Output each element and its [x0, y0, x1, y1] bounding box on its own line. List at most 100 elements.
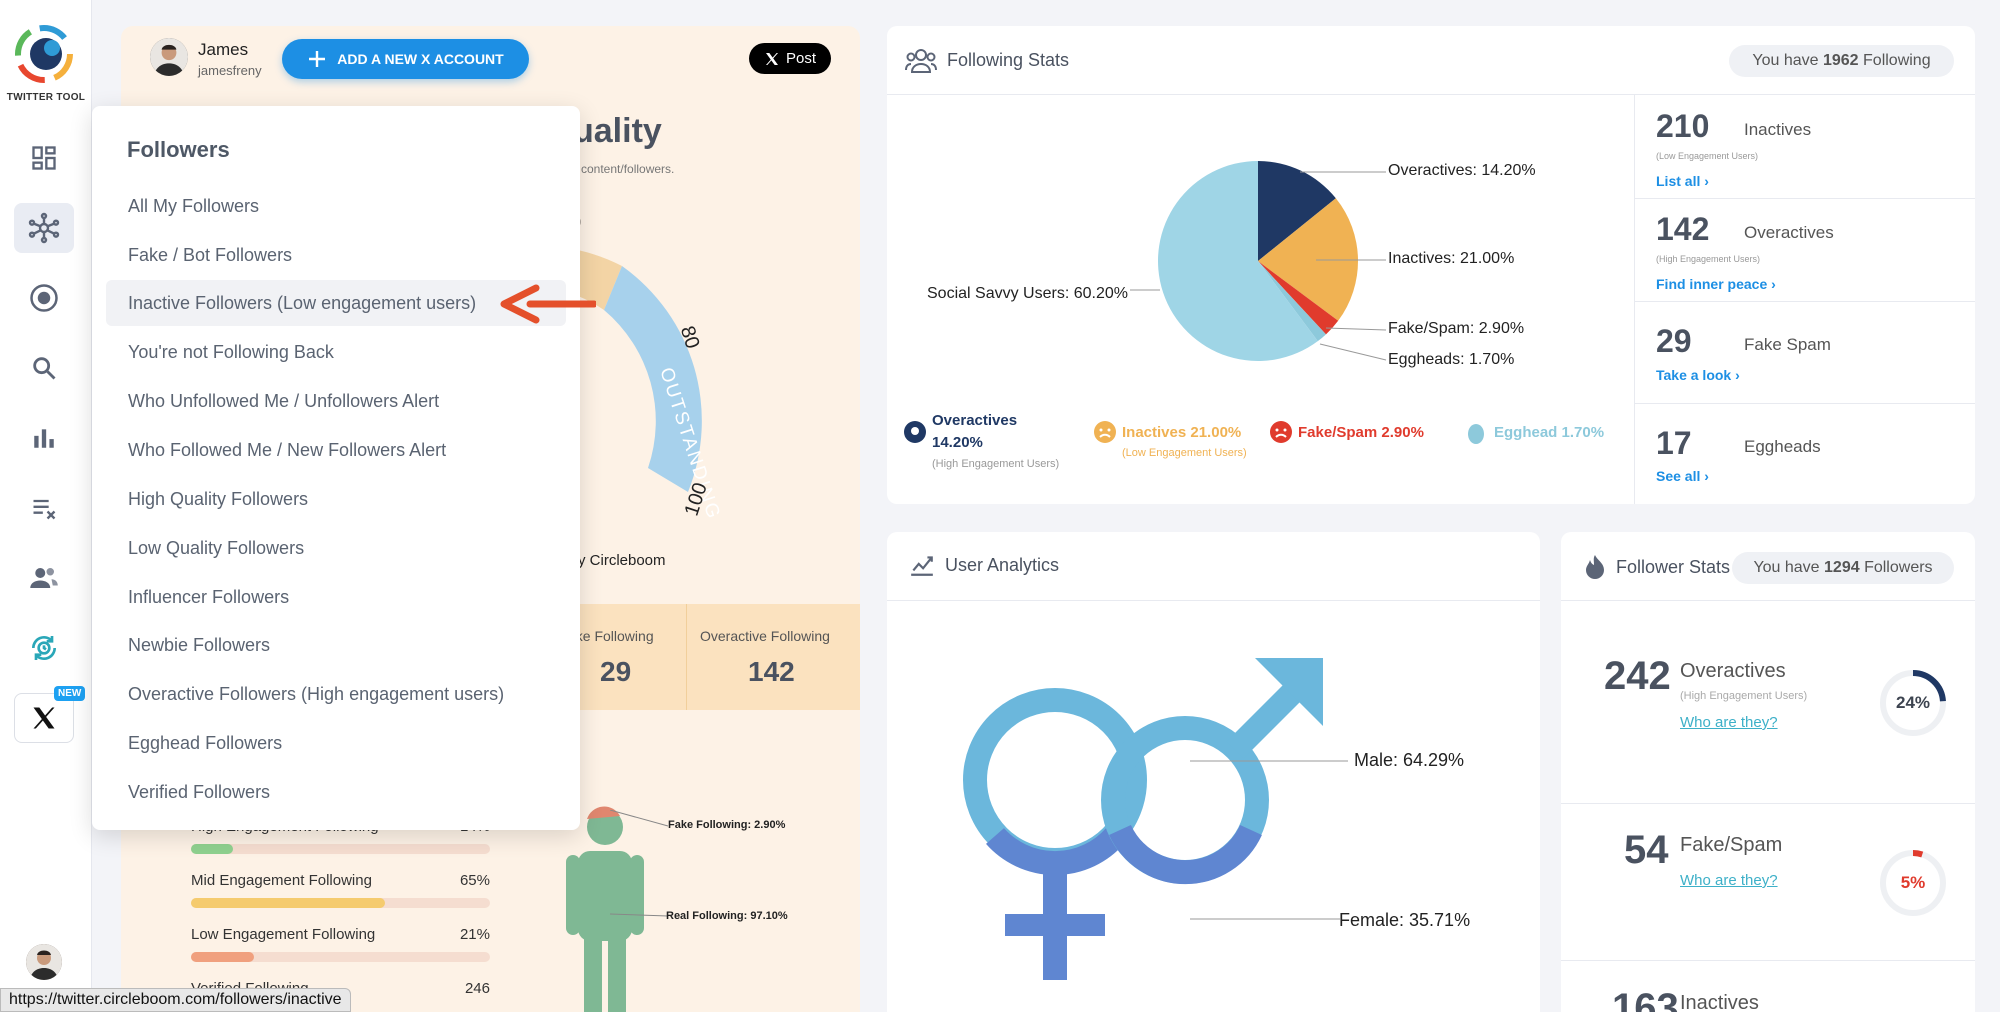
legend-egghead: Egghead 1.70%: [1494, 424, 1605, 441]
inactives-sub: (Low Engagement Users): [1656, 151, 1759, 161]
summary-divider: [686, 604, 687, 710]
profile-avatar[interactable]: [26, 944, 62, 980]
menu-item-fake-bot[interactable]: Fake / Bot Followers: [128, 244, 293, 265]
circleboom-logo[interactable]: [14, 24, 74, 84]
legend-inactives: Inactives 21.00%: [1122, 424, 1242, 441]
bar-chart-icon[interactable]: [14, 413, 74, 463]
engagement-label-low: Low Engagement Following: [191, 926, 376, 943]
side-divider: [1635, 198, 1975, 199]
fake-ring: [1880, 850, 1946, 916]
angry-face-icon: [1270, 421, 1292, 443]
find-inner-peace-link[interactable]: Find inner peace ›: [1656, 276, 1776, 292]
pie-label-eggheads: Eggheads: 1.70%: [1388, 351, 1515, 368]
add-account-button[interactable]: ADD A NEW X ACCOUNT: [282, 39, 529, 79]
users-icon[interactable]: [14, 553, 74, 603]
pointer-arrow-icon: [500, 284, 596, 324]
menu-item-influencer[interactable]: Influencer Followers: [128, 586, 290, 607]
followers-dropdown-menu: [92, 106, 580, 830]
who-are-they-fake-link[interactable]: Who are they?: [1680, 872, 1778, 889]
fake-following-value: 29: [600, 656, 632, 687]
follower-count-pill: You have 1294 Followers: [1732, 552, 1954, 584]
x-post-label: Post: [785, 50, 816, 67]
menu-item-high-quality[interactable]: High Quality Followers: [128, 488, 309, 509]
quality-gauge: OUTSTANDING: [578, 250, 720, 523]
engagement-bar-mid: [191, 898, 490, 908]
inactives-label: Inactives: [1744, 120, 1812, 139]
menu-item-verified[interactable]: Verified Followers: [128, 781, 271, 802]
line-chart-icon: [911, 556, 933, 576]
engagement-value-verified: 246: [464, 980, 490, 997]
see-all-link[interactable]: See all ›: [1656, 468, 1709, 484]
following-pie-chart: [1158, 161, 1358, 361]
logo-text: TWITTER TOOL: [6, 92, 86, 103]
pie-slice-savvy: [1158, 161, 1318, 361]
legend-inactives-sub: (Low Engagement Users): [1122, 447, 1247, 459]
menu-item-all-followers[interactable]: All My Followers: [128, 195, 260, 216]
pill-prefix: You have: [1752, 52, 1819, 69]
following-count-pill: You have 1962 Following: [1729, 45, 1954, 77]
follower-fake-count: 54: [1624, 828, 1669, 872]
schedule-sync-icon[interactable]: [14, 623, 74, 673]
engagement-fill-high: [191, 844, 233, 854]
add-account-label: ADD A NEW X ACCOUNT: [337, 51, 504, 67]
legend-fake: Fake/Spam 2.90%: [1298, 424, 1424, 441]
following-stats-title: Following Stats: [947, 49, 1070, 70]
x-logo-icon[interactable]: [14, 693, 74, 743]
clear-list-icon[interactable]: [14, 483, 74, 533]
female-label: Female: 35.71%: [1339, 910, 1471, 930]
engagement-label-mid: Mid Engagement Following: [191, 872, 372, 889]
fake-following-callout: Fake Following: 2.90%: [668, 819, 786, 831]
pie-label-overactives: Overactives: 14.20%: [1388, 162, 1536, 179]
pill-count: 1294: [1824, 559, 1860, 576]
user-handle: jamesfreny: [198, 63, 262, 78]
sad-face-icon: [1094, 421, 1116, 443]
pill-suffix: Following: [1863, 52, 1931, 69]
engagement-fill-mid: [191, 898, 386, 908]
real-following-callout: Real Following: 97.10%: [666, 910, 788, 922]
engagement-bar-high: [191, 844, 490, 854]
follower-stats-title: Follower Stats: [1616, 556, 1731, 577]
inactives-list-all-link[interactable]: List all ›: [1656, 173, 1709, 189]
pie-label-inactives: Inactives: 21.00%: [1388, 250, 1515, 267]
legend-overactives-line2: 14.20%: [932, 434, 983, 451]
menu-item-unfollowers[interactable]: Who Unfollowed Me / Unfollowers Alert: [128, 390, 440, 411]
network-icon[interactable]: [14, 203, 74, 253]
card-divider: [1561, 803, 1975, 804]
follower-inactives-label: Inactives: [1680, 992, 1759, 1012]
quality-title: uality: [573, 112, 662, 150]
search-icon[interactable]: [14, 343, 74, 393]
user-analytics-title: User Analytics: [945, 554, 1060, 575]
flame-icon: [1586, 555, 1604, 579]
x-post-button[interactable]: Post: [749, 43, 831, 74]
sidebar: TWITTER TOOL NEW: [0, 0, 92, 1012]
engagement-fill-low: [191, 952, 254, 962]
user-name[interactable]: James: [198, 40, 249, 59]
card-divider: [1561, 960, 1975, 961]
menu-item-egghead[interactable]: Egghead Followers: [128, 732, 283, 753]
dashboard-icon[interactable]: [14, 133, 74, 183]
overactives-label: Overactives: [1744, 223, 1834, 242]
egg-icon: [1468, 424, 1484, 444]
target-icon[interactable]: [14, 273, 74, 323]
overactive-following-label: Overactive Following: [700, 628, 830, 644]
pie-label-savvy: Social Savvy Users: 60.20%: [927, 285, 1128, 302]
overactives-percent: 24%: [1895, 693, 1931, 712]
menu-item-overactive[interactable]: Overactive Followers (High engagement us…: [128, 683, 505, 704]
overactives-sub: (High Engagement Users): [1656, 254, 1761, 264]
pie-slice-inactives: [1258, 198, 1358, 321]
fake-spam-label: Fake Spam: [1744, 335, 1831, 354]
fake-following-label: ake Following: [568, 628, 654, 644]
pie-slice-eggheads: [1258, 261, 1326, 342]
menu-item-not-following-back[interactable]: You're not Following Back: [128, 341, 334, 362]
take-a-look-link[interactable]: Take a look ›: [1656, 367, 1740, 383]
status-url-bar: https://twitter.circleboom.com/followers…: [0, 988, 351, 1012]
menu-item-newbie[interactable]: Newbie Followers: [128, 634, 271, 655]
side-divider: [1635, 403, 1975, 404]
menu-item-new-followers[interactable]: Who Followed Me / New Followers Alert: [128, 439, 447, 460]
eggheads-count: 17: [1656, 425, 1692, 461]
user-avatar[interactable]: [150, 38, 188, 76]
menu-item-low-quality[interactable]: Low Quality Followers: [128, 537, 305, 558]
who-are-they-overactives-link[interactable]: Who are they?: [1680, 714, 1778, 731]
overactive-legend-icon: [904, 421, 926, 443]
menu-item-inactive[interactable]: Inactive Followers (Low engagement users…: [106, 280, 566, 326]
